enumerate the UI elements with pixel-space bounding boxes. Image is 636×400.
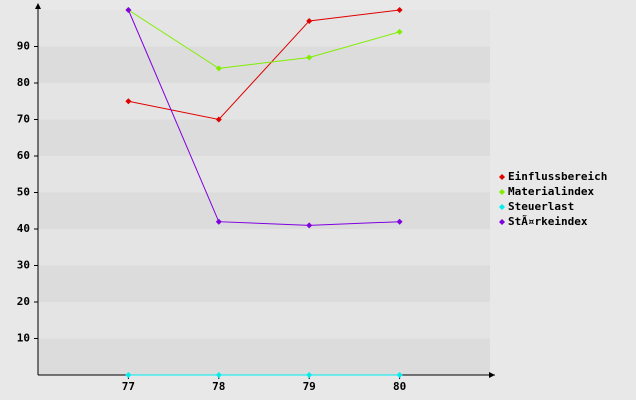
data-point bbox=[396, 372, 403, 378]
data-point bbox=[396, 28, 403, 35]
y-tick-label: 10 bbox=[17, 332, 30, 345]
data-point bbox=[306, 222, 313, 229]
x-axis-arrow bbox=[489, 372, 495, 378]
y-tick-label: 20 bbox=[17, 295, 30, 308]
y-tick-label: 40 bbox=[17, 222, 30, 235]
series-line bbox=[128, 9, 400, 69]
y-axis-arrow bbox=[35, 3, 41, 9]
grid-band bbox=[38, 46, 490, 83]
data-point bbox=[125, 98, 132, 105]
data-point bbox=[215, 218, 222, 225]
data-point bbox=[215, 372, 222, 378]
data-point bbox=[215, 65, 222, 72]
legend-label: StÃ¤rkeindex bbox=[508, 215, 588, 228]
x-tick-label: 80 bbox=[393, 380, 406, 393]
data-point bbox=[306, 17, 313, 24]
legend-marker bbox=[499, 204, 505, 210]
legend-label: Steuerlast bbox=[508, 200, 574, 213]
legend-label: Einflussbereich bbox=[508, 170, 607, 183]
data-point bbox=[215, 116, 222, 123]
y-tick-label: 30 bbox=[17, 259, 30, 272]
x-tick-label: 79 bbox=[303, 380, 316, 393]
series-line bbox=[127, 9, 400, 226]
legend-marker bbox=[499, 189, 505, 195]
y-tick-label: 60 bbox=[17, 149, 30, 162]
grid-band bbox=[38, 338, 490, 375]
data-point bbox=[396, 218, 403, 225]
data-point bbox=[396, 7, 403, 13]
grid-band bbox=[38, 119, 490, 156]
y-tick-label: 70 bbox=[17, 113, 30, 126]
legend-marker bbox=[499, 174, 505, 180]
grid-band bbox=[38, 192, 490, 229]
y-tick-label: 90 bbox=[17, 40, 30, 53]
data-point bbox=[125, 372, 132, 378]
y-tick-label: 80 bbox=[17, 76, 30, 89]
legend-marker bbox=[499, 219, 505, 225]
data-point bbox=[306, 372, 313, 378]
grid-band bbox=[38, 265, 490, 302]
series-line bbox=[128, 9, 400, 121]
y-tick-label: 50 bbox=[17, 186, 30, 199]
legend-label: Materialindex bbox=[508, 185, 594, 198]
x-tick-label: 78 bbox=[212, 380, 225, 393]
data-point bbox=[125, 7, 132, 13]
x-tick-label: 77 bbox=[122, 380, 135, 393]
data-point bbox=[306, 54, 313, 61]
